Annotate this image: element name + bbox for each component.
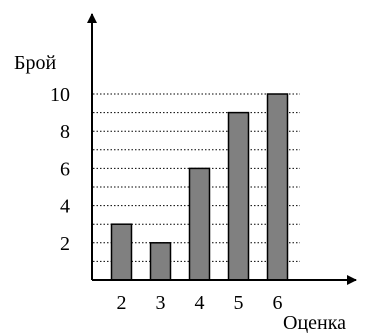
y-axis-label: Брой [14, 52, 56, 74]
gridlines [93, 93, 300, 262]
bar-grade-2 [110, 223, 133, 281]
y-tick-label: 10 [50, 84, 70, 106]
bars [110, 93, 289, 281]
x-tick-label: 2 [117, 292, 127, 314]
bar-grade-6 [266, 93, 289, 281]
bar-grade-3 [149, 242, 172, 281]
y-tick-label: 2 [60, 233, 70, 255]
x-axis-label: Оценка [283, 312, 346, 333]
bar-grade-4 [188, 167, 211, 281]
x-tick-label: 5 [234, 292, 244, 314]
y-tick-labels: 2 4 6 8 10 [50, 84, 70, 255]
x-tick-label: 4 [195, 292, 205, 314]
y-tick-label: 4 [60, 196, 70, 218]
y-tick-label: 8 [60, 121, 70, 143]
bar-grade-5 [227, 111, 250, 281]
y-tick-label: 6 [60, 158, 70, 180]
x-tick-labels: 2 3 4 5 6 [117, 292, 283, 314]
x-tick-label: 6 [273, 292, 283, 314]
x-tick-label: 3 [156, 292, 166, 314]
